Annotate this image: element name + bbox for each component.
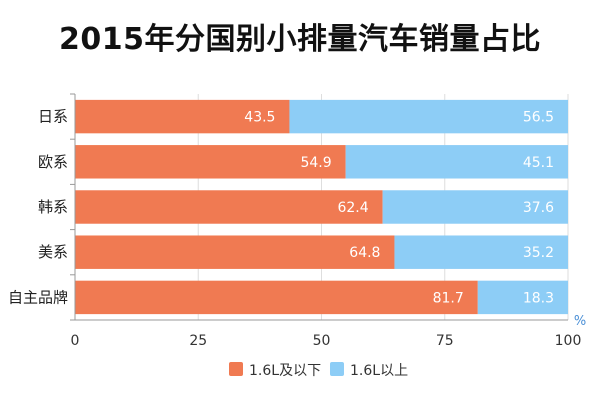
category-label: 美系 bbox=[38, 243, 68, 261]
data-label: 18.3 bbox=[523, 290, 554, 306]
legend-swatch bbox=[229, 362, 243, 376]
data-label: 64.8 bbox=[349, 245, 380, 261]
x-tick-label: 75 bbox=[436, 333, 454, 349]
data-label: 37.6 bbox=[523, 200, 554, 216]
data-label: 54.9 bbox=[300, 155, 331, 171]
legend-swatch bbox=[330, 362, 344, 376]
bar-segment bbox=[75, 280, 478, 315]
x-tick-label: 25 bbox=[189, 333, 207, 349]
bar-segment bbox=[75, 190, 383, 224]
category-label: 日系 bbox=[38, 108, 68, 126]
bar-segment bbox=[75, 99, 290, 134]
data-label: 43.5 bbox=[244, 110, 275, 126]
data-label: 62.4 bbox=[337, 200, 368, 216]
bar-segment bbox=[394, 235, 568, 269]
data-label: 45.1 bbox=[523, 155, 554, 171]
category-label: 自主品牌 bbox=[8, 288, 68, 306]
legend-label: 1.6L以上 bbox=[350, 363, 408, 379]
x-tick-label: 0 bbox=[71, 333, 80, 349]
legend-label: 1.6L及以下 bbox=[249, 363, 321, 379]
data-label: 56.5 bbox=[523, 110, 554, 126]
category-label: 韩系 bbox=[38, 198, 68, 216]
bar-segment bbox=[345, 145, 568, 179]
chart-title: 2015年分国别小排量汽车销量占比 bbox=[59, 22, 541, 57]
data-label: 35.2 bbox=[523, 245, 554, 261]
bar-segment bbox=[75, 145, 346, 179]
bar-segment bbox=[289, 99, 568, 134]
category-label: 欧系 bbox=[38, 153, 68, 171]
bar-segment bbox=[477, 280, 568, 315]
bar-segment bbox=[75, 235, 395, 269]
x-tick-label: 100 bbox=[555, 333, 582, 349]
bar-segment bbox=[382, 190, 568, 224]
x-axis-unit: % bbox=[574, 314, 586, 329]
x-tick-label: 50 bbox=[313, 333, 331, 349]
data-label: 81.7 bbox=[433, 290, 464, 306]
